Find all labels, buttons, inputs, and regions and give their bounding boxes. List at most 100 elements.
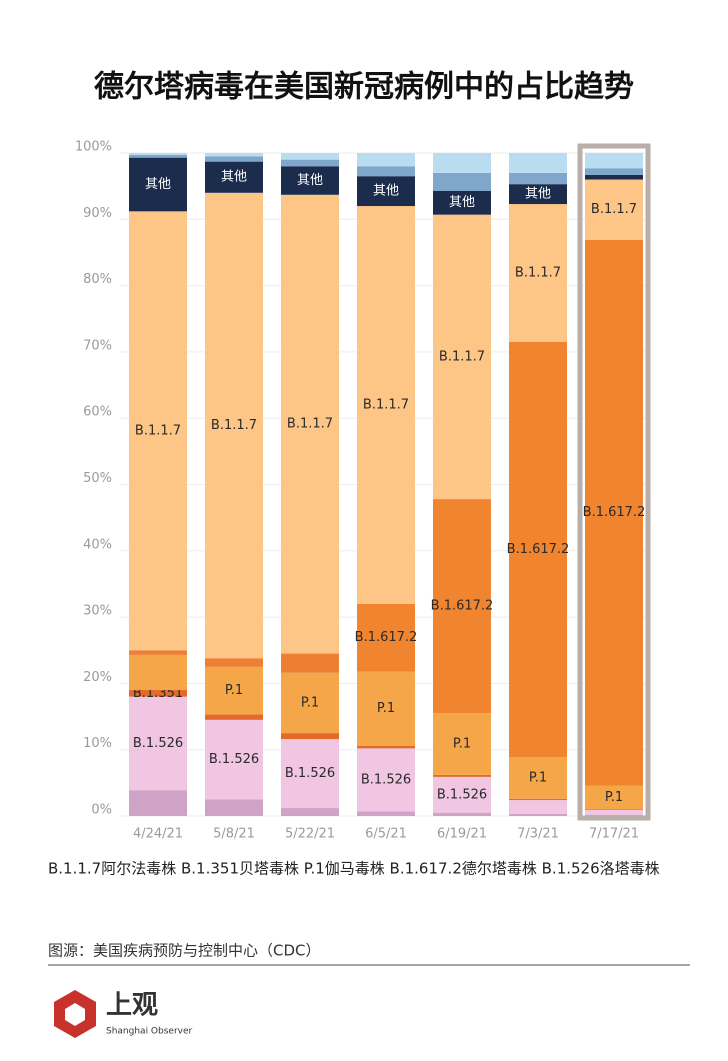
segment-label: B.1.526: [361, 772, 411, 787]
x-tick-label: 5/8/21: [213, 827, 255, 842]
bar-segment: [281, 194, 339, 654]
legend-text: B.1.1.7阿尔法毒株 B.1.351贝塔毒株 P.1伽马毒株 B.1.617…: [48, 860, 660, 878]
bar-segment: [509, 756, 567, 799]
bar-segment: [509, 798, 567, 801]
segment-label: B.1.1.7: [211, 418, 257, 433]
bar-segment: [585, 174, 643, 180]
bar-segment: [357, 745, 415, 749]
segment-label: B.1.526: [209, 752, 259, 767]
source: 图源：美国疾病预防与控制中心（CDC）: [48, 942, 321, 960]
bar-segment: [129, 154, 187, 158]
logo-subtitle: Shanghai Observer: [106, 1027, 193, 1037]
bar-segment: [585, 168, 643, 175]
bar-segment: [509, 814, 567, 816]
bar-segment: [205, 156, 263, 162]
bar-segment: [129, 157, 187, 212]
segment-label: B.1.617.2: [583, 505, 646, 520]
segment-label: B.1.526: [285, 766, 335, 781]
segment-label: B.1.1.7: [439, 349, 485, 364]
segment-label: 其他: [297, 173, 323, 188]
bar-segment: [281, 159, 339, 167]
y-tick-label: 80%: [83, 272, 112, 287]
bar-segment: [357, 166, 415, 177]
bar-segment: [585, 810, 643, 815]
bar-segment: [509, 341, 567, 757]
segment-label: B.1.526: [437, 787, 487, 802]
bar-segment: [129, 211, 187, 651]
chart-title: 德尔塔病毒在美国新冠病例中的占比趋势: [94, 70, 634, 105]
bar-segment: [509, 204, 567, 342]
y-tick-label: 10%: [83, 736, 112, 751]
highlight-frame: [577, 143, 651, 821]
bar-segment: [357, 176, 415, 207]
bar-segment: [129, 690, 187, 697]
bar-segment: [281, 739, 339, 809]
y-tick-label: 100%: [75, 140, 112, 155]
y-tick-label: 0%: [91, 803, 112, 818]
y-tick-label: 90%: [83, 206, 112, 221]
bar-segment: [129, 153, 187, 155]
bar-segment: [129, 650, 187, 655]
bar-segment: [205, 799, 263, 816]
bar-segment: [433, 214, 491, 500]
bar-segment: [357, 811, 415, 816]
bar-segment: [205, 714, 263, 720]
bar-segment: [357, 603, 415, 672]
segment-label: 其他: [449, 195, 475, 210]
bar-segment: [129, 654, 187, 691]
x-tick-label: 6/19/21: [437, 827, 487, 842]
bar-segment: [433, 713, 491, 775]
bar-segment: [205, 658, 263, 667]
x-tick-label: 7/17/21: [589, 827, 639, 842]
bar-segment: [205, 192, 263, 659]
segment-label: P.1: [301, 695, 319, 710]
segment-label: P.1: [453, 737, 471, 752]
logo-name: 上观: [106, 991, 158, 1021]
y-tick-label: 40%: [83, 537, 112, 552]
bar-segment: [129, 790, 187, 816]
bar-segment: [585, 179, 643, 240]
y-tick-label: 20%: [83, 670, 112, 685]
x-tick-label: 4/24/21: [133, 827, 183, 842]
segment-label: P.1: [529, 770, 547, 785]
bar-segment: [281, 733, 339, 740]
bar-segment: [509, 153, 567, 173]
y-tick-label: 30%: [83, 604, 112, 619]
bar-segment: [585, 809, 643, 811]
bar-segment: [585, 153, 643, 169]
bar-segment: [357, 748, 415, 812]
logo-icon: [54, 990, 96, 1038]
bar-segment: [509, 800, 567, 815]
bar-segment: [357, 153, 415, 167]
segment-label: 其他: [525, 187, 551, 202]
x-tick-label: 5/22/21: [285, 827, 335, 842]
segment-label: B.1.1.7: [135, 423, 181, 438]
x-tick-label: 7/3/21: [517, 827, 559, 842]
bar-segment: [205, 161, 263, 193]
bar-segment: [357, 671, 415, 746]
bar-segment: [281, 672, 339, 734]
segment-label: 其他: [221, 170, 247, 185]
bar-segment: [509, 172, 567, 185]
segment-label: B.1.526: [133, 736, 183, 751]
segment-label: 其他: [145, 177, 171, 192]
segment-label: 其他: [373, 184, 399, 199]
bar-segment: [281, 153, 339, 160]
y-tick-label: 50%: [83, 471, 112, 486]
bar-segment: [433, 776, 491, 813]
segment-label: B.1.617.2: [507, 542, 570, 557]
y-tick-label: 70%: [83, 338, 112, 353]
bar-segment: [281, 653, 339, 673]
bar-segment: [433, 499, 491, 714]
segment-label: B.1.617.2: [355, 630, 418, 645]
segment-label: B.1.617.2: [431, 599, 494, 614]
segment-label: P.1: [377, 701, 395, 716]
segment-label: B.1.1.7: [591, 202, 637, 217]
bar-segment: [205, 153, 263, 157]
bar-segment: [281, 166, 339, 195]
bar-segment: [585, 785, 643, 810]
bar-segment: [129, 696, 187, 791]
segment-label: B.1.1.7: [287, 417, 333, 432]
